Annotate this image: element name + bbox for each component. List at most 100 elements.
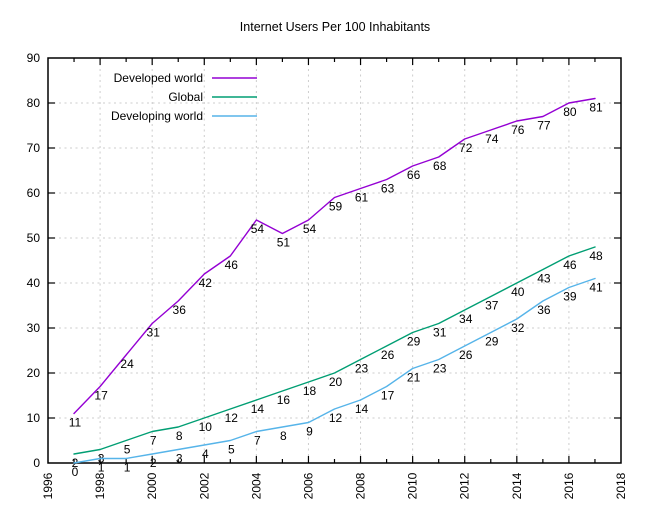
data-label: 42	[199, 276, 213, 290]
data-label: 8	[176, 429, 183, 443]
data-label: 81	[589, 101, 603, 115]
legend-label-developing-world: Developing world	[111, 109, 203, 123]
x-tick-label: 1996	[41, 472, 55, 499]
data-label: 31	[433, 326, 447, 340]
grid	[48, 58, 621, 463]
data-label: 14	[355, 402, 369, 416]
axis-ticks	[48, 58, 621, 463]
series-line-global	[73, 246, 596, 455]
data-label: 37	[485, 299, 499, 313]
x-tick-label: 2008	[354, 472, 368, 499]
x-tick-label: 2006	[301, 472, 315, 499]
data-label: 46	[563, 258, 577, 272]
series-line-developing-world	[73, 277, 596, 464]
data-label: 10	[199, 420, 213, 434]
data-label: 59	[329, 200, 343, 214]
data-label: 76	[511, 123, 525, 137]
data-label: 7	[150, 434, 157, 448]
data-label: 39	[563, 290, 577, 304]
y-tick-label: 60	[27, 186, 41, 200]
data-label: 7	[254, 434, 261, 448]
data-label: 3	[176, 452, 183, 466]
x-tick-label: 2014	[510, 472, 524, 499]
data-label: 72	[459, 141, 473, 155]
data-label: 51	[277, 236, 291, 250]
data-label: 61	[355, 191, 369, 205]
data-label: 23	[433, 362, 447, 376]
chart-title: Internet Users Per 100 Inhabitants	[240, 20, 430, 34]
legend-label-global: Global	[168, 90, 203, 104]
y-tick-label: 40	[27, 276, 41, 290]
data-label: 1	[98, 461, 105, 475]
y-tick-label: 80	[27, 96, 41, 110]
x-tick-label: 2016	[562, 472, 576, 499]
data-label: 26	[459, 348, 473, 362]
data-label: 14	[251, 402, 265, 416]
data-label: 23	[355, 362, 369, 376]
data-label: 36	[537, 303, 551, 317]
legend: Developed world Global Developing world	[111, 71, 257, 123]
data-label: 11	[69, 416, 82, 430]
data-label: 46	[225, 258, 239, 272]
data-label: 32	[511, 321, 525, 335]
x-tick-label: 2010	[406, 472, 420, 499]
data-label: 54	[303, 222, 317, 236]
data-label: 29	[485, 335, 499, 349]
x-tick-label: 2018	[614, 472, 628, 499]
x-tick-label: 2002	[197, 472, 211, 499]
data-label: 9	[306, 425, 313, 439]
data-label: 68	[433, 159, 447, 173]
data-label: 80	[563, 105, 577, 119]
data-label: 2	[150, 456, 157, 470]
series-line-developed-world	[73, 97, 596, 415]
data-label: 1	[124, 461, 131, 475]
y-tick-label: 0	[33, 456, 40, 470]
data-label: 48	[589, 249, 603, 263]
data-label: 43	[537, 272, 551, 286]
data-label: 77	[537, 119, 551, 133]
x-tick-label: 2004	[249, 472, 263, 499]
data-label: 41	[589, 281, 603, 295]
y-tick-label: 90	[27, 51, 41, 65]
x-tick-label: 1998	[93, 472, 107, 499]
data-label: 40	[511, 285, 525, 299]
x-tick-label: 2012	[458, 472, 472, 499]
data-label: 5	[124, 443, 131, 457]
data-label: 29	[407, 335, 421, 349]
data-label: 16	[277, 393, 291, 407]
data-label: 5	[228, 443, 235, 457]
y-axis-labels: 0 10 20 30 40 50 60 70 80 90	[27, 51, 41, 470]
x-tick-label: 2000	[145, 472, 159, 499]
data-label: 12	[329, 411, 343, 425]
y-tick-label: 50	[27, 231, 41, 245]
data-label: 12	[225, 411, 239, 425]
x-axis-labels: 1996 1998 2000 2002 2004 2006 2008 2010 2012 2014…	[41, 472, 628, 499]
data-label: 31	[147, 326, 161, 340]
data-label: 24	[120, 357, 134, 371]
data-label: 26	[381, 348, 395, 362]
y-tick-label: 70	[27, 141, 41, 155]
data-label: 63	[381, 182, 395, 196]
data-labels-developed-world: 11 17 24 31 36 42 46 54 51 54 59 61 63 66 68 72 74 76 77 80…	[69, 101, 603, 430]
data-label: 0	[72, 465, 79, 479]
data-label: 36	[173, 303, 187, 317]
data-label: 21	[407, 371, 421, 385]
y-tick-label: 30	[27, 321, 41, 335]
legend-label-developed-world: Developed world	[114, 71, 203, 85]
data-label: 17	[94, 389, 108, 403]
data-label: 74	[485, 132, 499, 146]
data-label: 4	[202, 447, 209, 461]
data-label: 8	[280, 429, 287, 443]
data-label: 54	[251, 222, 265, 236]
y-tick-label: 20	[27, 366, 41, 380]
y-tick-label: 10	[27, 411, 41, 425]
data-label: 34	[459, 312, 473, 326]
data-label: 66	[407, 168, 421, 182]
data-label: 20	[329, 375, 343, 389]
data-label: 18	[303, 384, 317, 398]
data-label: 17	[381, 389, 395, 403]
